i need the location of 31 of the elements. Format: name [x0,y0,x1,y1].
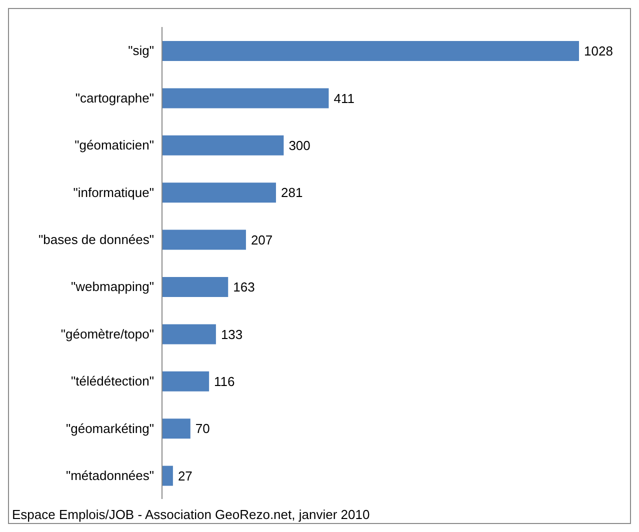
data-label: 281 [280,185,303,200]
bar [162,182,276,203]
y-tick-label: "sig" [128,43,154,58]
bar [162,324,216,344]
y-tick-label: "informatique" [73,184,154,200]
bar [162,418,190,439]
y-tick-label: "bases de données" [38,232,154,248]
y-tick-label: "géomètre/topo" [60,326,154,342]
data-label: 27 [178,468,192,484]
bar [162,88,329,108]
data-label: 1028 [584,44,613,59]
y-tick-label: "métadonnées" [66,468,154,484]
data-label: 116 [214,374,235,390]
data-label: 207 [250,232,273,248]
bar [162,135,284,156]
bar [162,371,210,392]
bar [162,230,246,250]
bar [162,277,228,297]
data-label: 300 [288,138,310,154]
y-tick-label: "cartographe" [75,90,154,106]
text: Espace Emplois/JOB - Association GeoRezo.net, janvier 2010 [12,507,370,522]
data-label: 163 [233,280,255,295]
data-label: 133 [220,326,243,342]
y-tick-label: "géomarkéting" [66,420,154,436]
y-tick-label: "télédétection" [71,374,154,389]
bar [162,41,579,61]
bar [162,466,173,486]
data-label: 70 [195,421,210,436]
y-tick-label: "webmapping" [71,279,154,294]
data-label: 411 [334,90,354,106]
y-tick-label: "géomaticien" [74,138,154,153]
